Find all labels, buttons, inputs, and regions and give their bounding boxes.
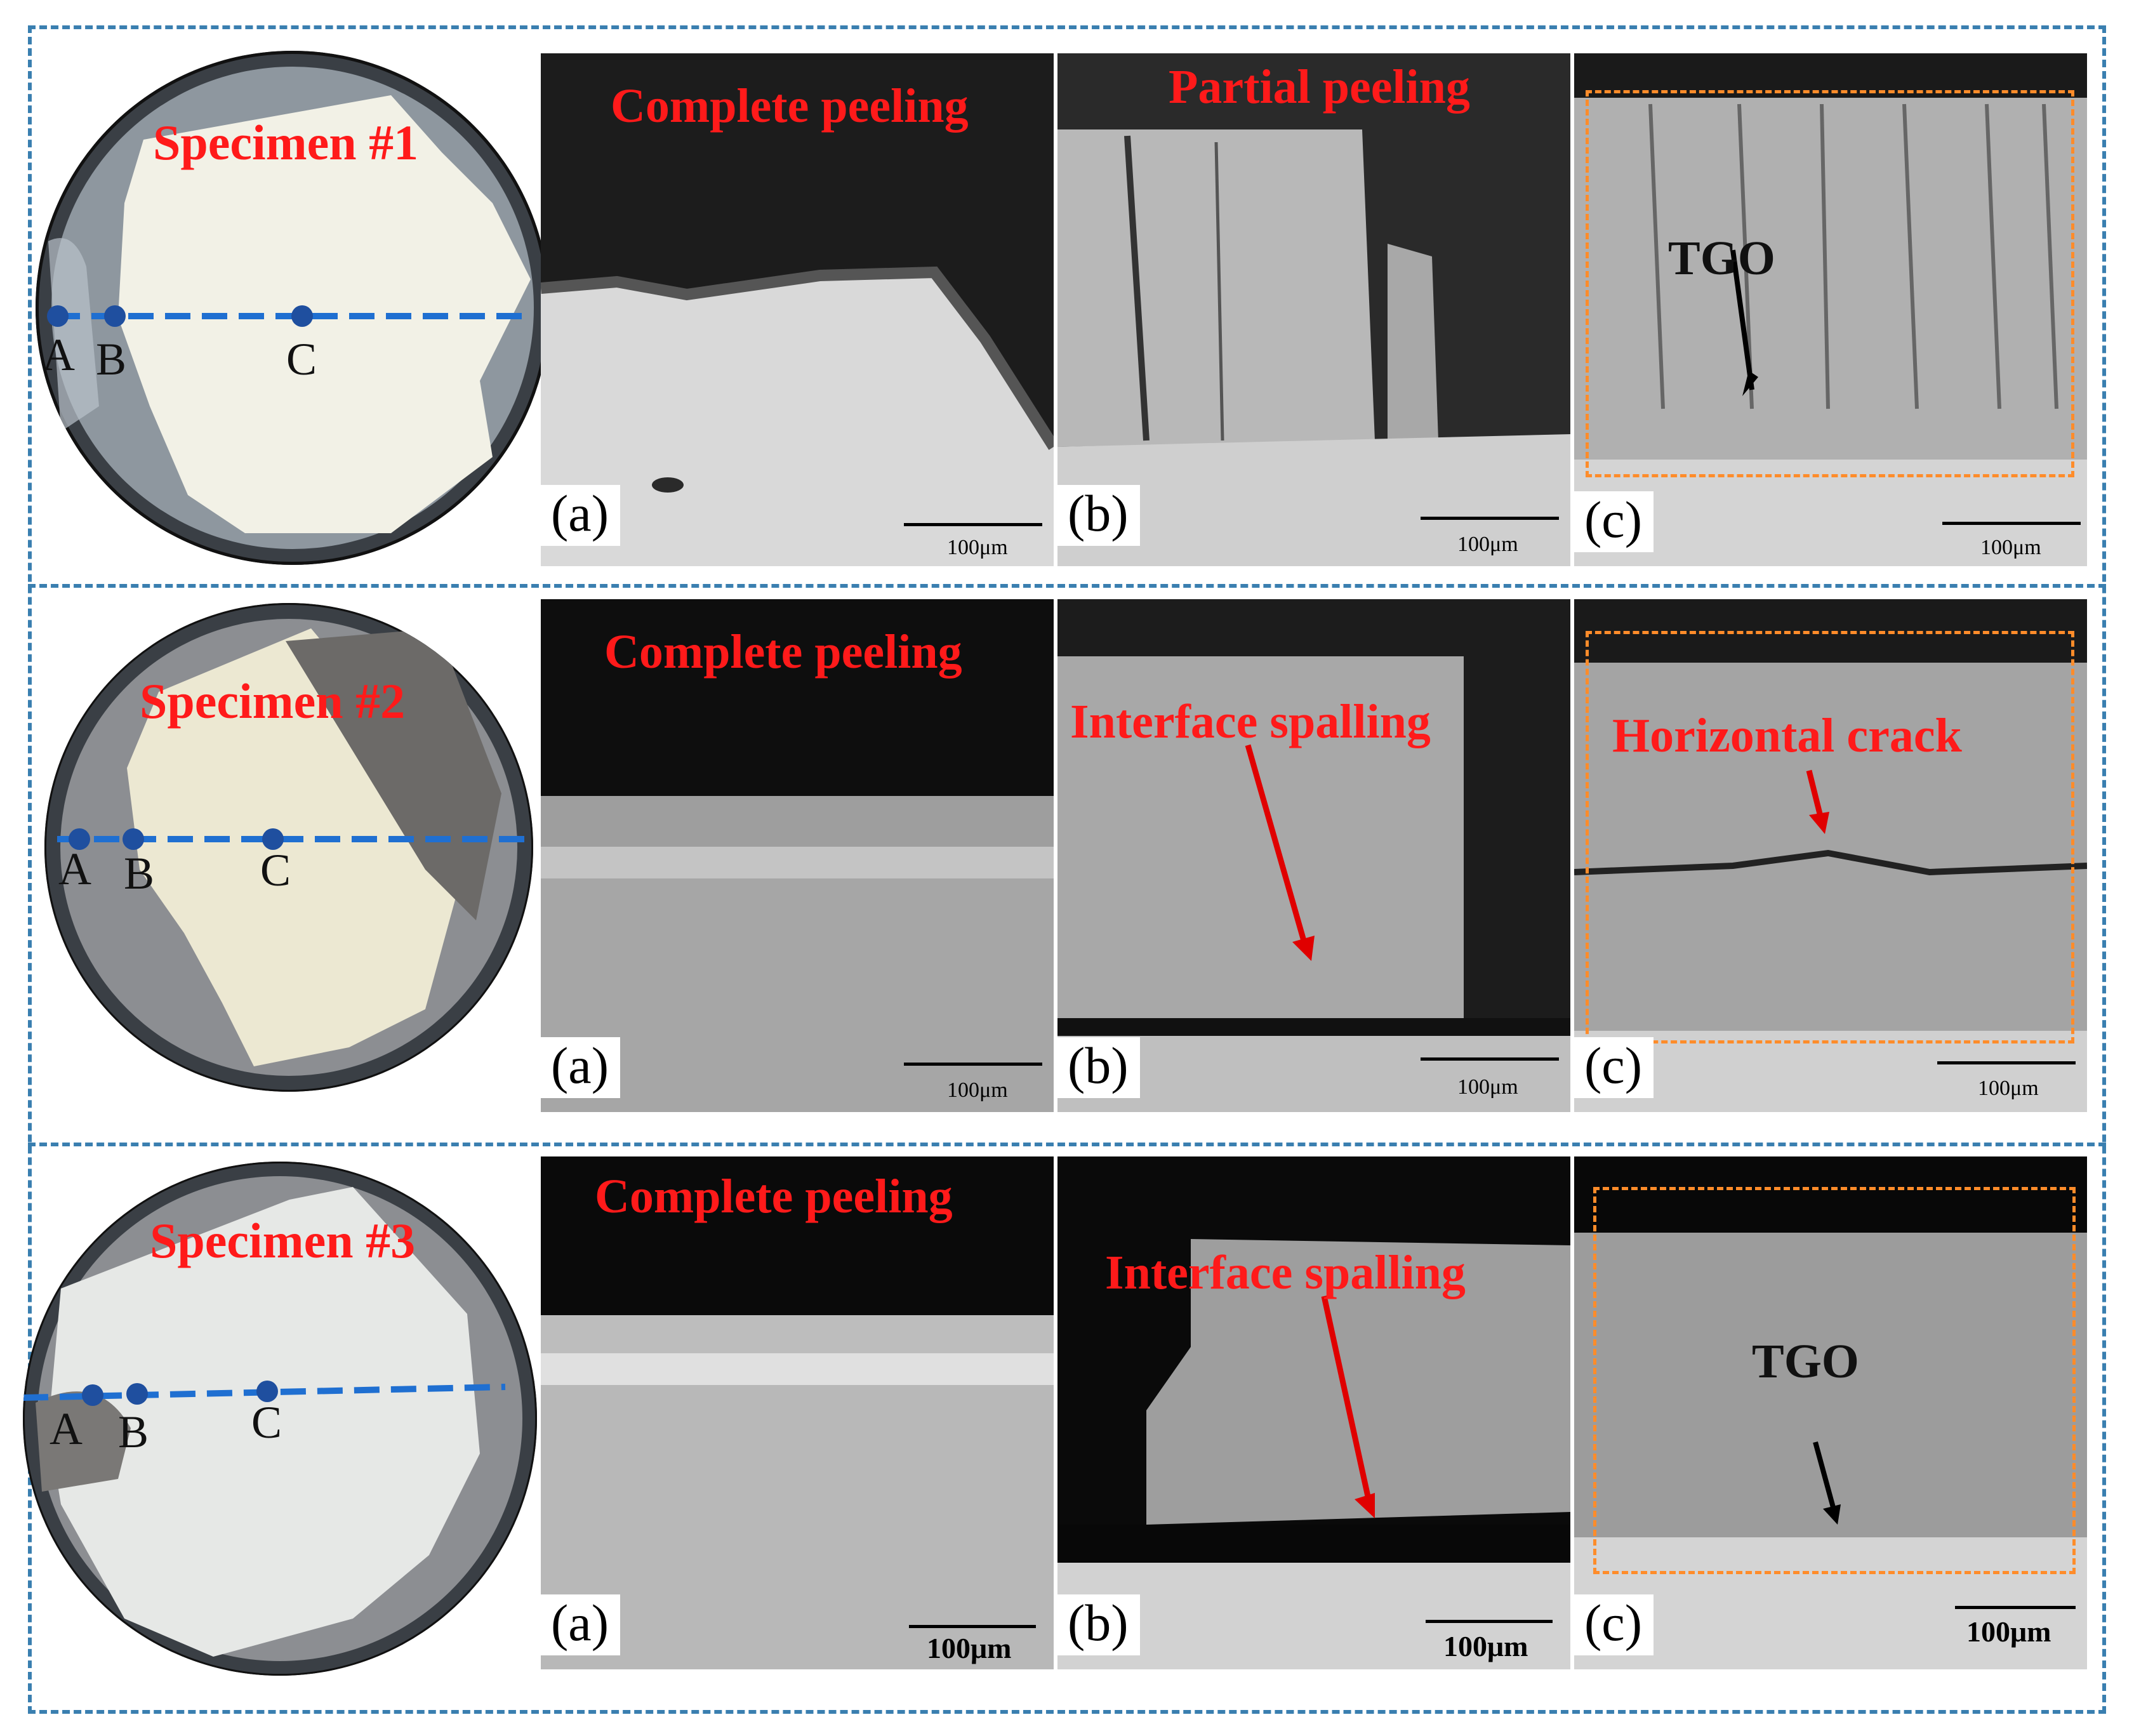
sem-panel-b: Partial peeling (b) 100μm [1057, 53, 1570, 566]
sem-panel-a: Complete peeling (a) 100μm [541, 1156, 1054, 1669]
sem-panel-c: Horizontal crack (c) 100μm [1574, 599, 2087, 1112]
panel-sublabel: (a) [541, 1594, 621, 1655]
panel-sublabel: (b) [1057, 1037, 1140, 1098]
panel-sublabel: (b) [1057, 1594, 1140, 1655]
scale-bar [909, 1625, 1036, 1628]
panel-annotation: TGO [1752, 1335, 1859, 1388]
scale-text: 100μm [947, 536, 1008, 559]
panel-sublabel: (a) [541, 485, 621, 546]
scale-bar [904, 523, 1042, 526]
panel-sublabel: (c) [1574, 491, 1654, 552]
roi-box [1586, 631, 2074, 1044]
scale-bar [1421, 517, 1559, 520]
point-label-a: A [58, 844, 91, 894]
scale-bar [1942, 522, 2081, 525]
point-label-c: C [251, 1397, 282, 1448]
panel-annotation: TGO [1668, 232, 1775, 285]
panel-annotation: Complete peeling [611, 79, 969, 133]
sem-panel-c: TGO (c) 100μm [1574, 53, 2087, 566]
point-label-c: C [260, 845, 291, 896]
sem-panel-a: Complete peeling (a) 100μm [541, 599, 1054, 1112]
specimen-photo: Specimen #2 A B C [44, 603, 533, 1092]
panel-sublabel: (c) [1574, 1594, 1654, 1655]
panel-annotation: Interface spalling [1070, 695, 1431, 748]
specimen-label: Specimen #2 [140, 673, 406, 729]
panel-annotation: Partial peeling [1169, 60, 1470, 114]
point-label-a: A [42, 329, 75, 380]
roi-box [1593, 1187, 2076, 1574]
scale-text: 100μm [947, 1078, 1008, 1102]
panel-sublabel: (a) [541, 1037, 621, 1098]
point-label-b: B [124, 848, 155, 899]
scale-text: 100μm [1980, 536, 2041, 559]
scale-bar [1955, 1606, 2076, 1609]
specimen-photo: Specimen #3 A B C [23, 1162, 537, 1676]
point-label-b: B [118, 1407, 149, 1457]
figure-frame [28, 25, 2106, 1714]
specimen-photo: Specimen #1 A B C [36, 51, 550, 565]
panel-sublabel: (c) [1574, 1037, 1654, 1098]
point-label-a: A [50, 1403, 83, 1454]
scale-text: 100μm [1443, 1630, 1528, 1662]
roi-box [1586, 90, 2074, 477]
scale-text: 100μm [1457, 533, 1518, 556]
panel-annotation: Interface spalling [1105, 1246, 1466, 1299]
scale-bar [1937, 1061, 2076, 1064]
scale-bar [1426, 1620, 1553, 1623]
specimen-label: Specimen #3 [150, 1213, 416, 1268]
sem-panel-b: Interface spalling (b) 100μm [1057, 1156, 1570, 1669]
panel-annotation: Complete peeling [604, 625, 962, 679]
panel-sublabel: (b) [1057, 485, 1140, 546]
scale-text: 100μm [927, 1632, 1012, 1664]
scale-text: 100μm [1457, 1075, 1518, 1099]
point-label-b: B [96, 334, 127, 385]
row-divider [28, 1143, 2106, 1146]
scale-text: 100μm [1978, 1077, 2039, 1100]
specimen-label: Specimen #1 [153, 115, 419, 170]
panel-annotation: Complete peeling [595, 1170, 953, 1223]
sem-panel-b: Interface spalling (b) 100μm [1057, 599, 1570, 1112]
sem-panel-a: Complete peeling (a) 100μm [541, 53, 1054, 566]
scale-text: 100μm [1966, 1615, 2051, 1648]
scale-bar [904, 1063, 1042, 1066]
scale-bar [1421, 1057, 1559, 1061]
sem-panel-c: TGO (c) 100μm [1574, 1156, 2087, 1669]
point-label-c: C [286, 334, 317, 385]
row-divider [28, 584, 2106, 588]
panel-annotation: Horizontal crack [1612, 709, 1962, 762]
